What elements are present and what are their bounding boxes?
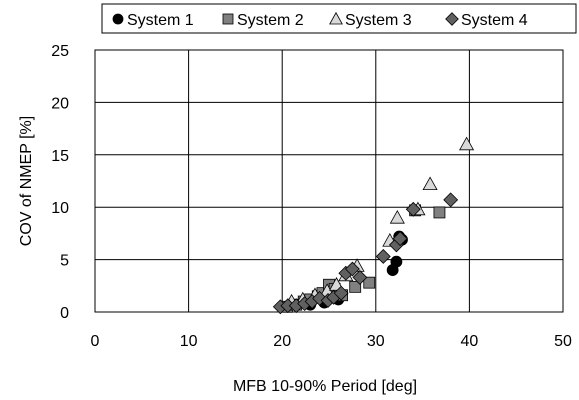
x-tick-label: 40 (461, 333, 479, 350)
legend: System 1 System 2 System 3 System 4 (101, 3, 577, 34)
plot-frame (94, 49, 564, 313)
y-tick-label: 25 (51, 43, 69, 60)
data-point (349, 280, 362, 293)
data-point (392, 231, 408, 247)
legend-label: System 2 (237, 12, 304, 29)
x-tick-label: 10 (180, 333, 198, 350)
data-point (352, 269, 368, 285)
legend-label: System 1 (127, 12, 194, 29)
series-4 (272, 192, 459, 315)
data-point (405, 201, 421, 217)
legend-item-series-4: System 4 (445, 12, 528, 29)
legend-marker (112, 13, 124, 25)
x-tick-label: 20 (273, 333, 291, 350)
x-tick-label: 30 (367, 333, 385, 350)
data-point (443, 192, 459, 208)
legend-marker (329, 11, 343, 25)
data-point (459, 136, 475, 151)
data-point (375, 249, 391, 264)
data-point (363, 276, 376, 289)
y-axis-ticks: 0 5 10 15 20 25 (51, 43, 69, 322)
data-point (333, 285, 349, 301)
y-axis-label: COV of NMEP [%] (18, 116, 35, 246)
data-points (272, 136, 475, 315)
plot-area: 0 10 20 30 40 50 0 5 10 15 20 25 (51, 43, 572, 350)
legend-marker (222, 13, 234, 25)
y-tick-label: 5 (60, 253, 69, 270)
x-axis-label: MFB 10-90% Period [deg] (233, 378, 417, 395)
data-point (422, 176, 438, 191)
legend-item-series-2: System 2 (222, 12, 304, 29)
x-tick-label: 50 (554, 333, 572, 350)
data-point (390, 255, 403, 268)
legend-label: System 3 (345, 12, 412, 29)
legend-item-series-3: System 3 (329, 11, 412, 29)
data-point (344, 261, 360, 277)
y-tick-label: 15 (51, 148, 69, 165)
legend-label: System 4 (461, 12, 528, 29)
data-point (389, 209, 405, 224)
y-tick-label: 20 (51, 95, 69, 112)
x-tick-label: 0 (91, 333, 100, 350)
y-tick-label: 10 (51, 200, 69, 217)
gridlines (95, 50, 563, 312)
x-axis-ticks: 0 10 20 30 40 50 (91, 333, 572, 350)
legend-item-series-1: System 1 (112, 12, 194, 29)
data-point (433, 206, 446, 219)
legend-marker (445, 12, 459, 26)
y-tick-label: 0 (60, 305, 69, 322)
